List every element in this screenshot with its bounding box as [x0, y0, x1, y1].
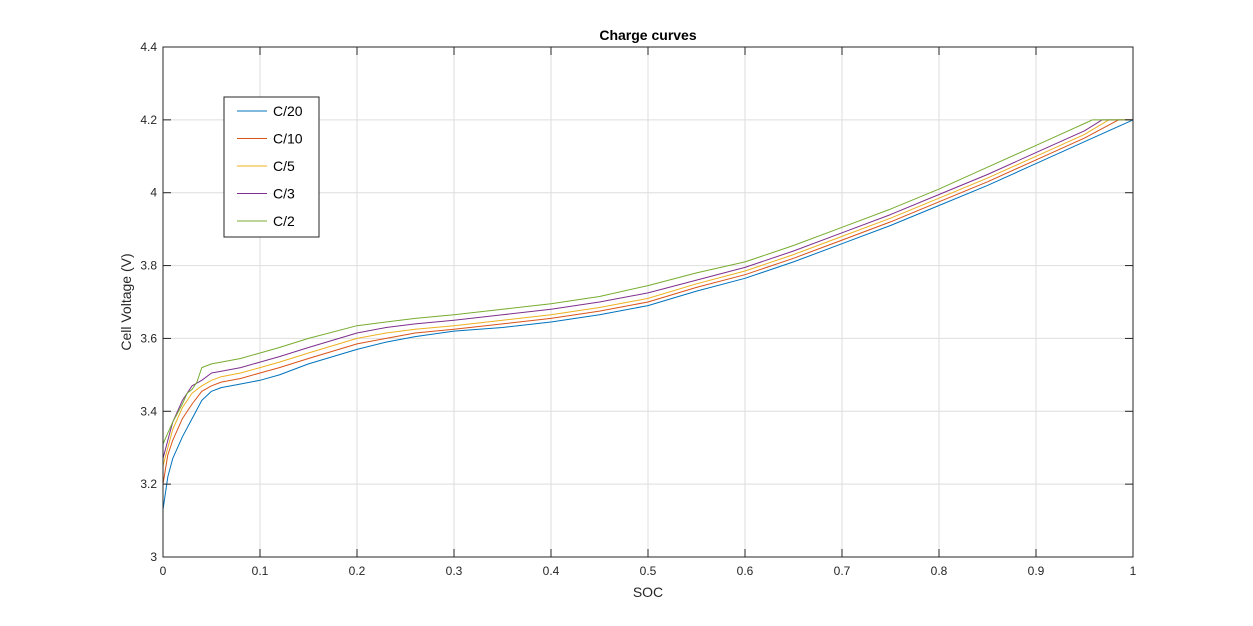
legend-label: C/10: [273, 131, 303, 147]
x-tick-label: 0: [160, 564, 167, 578]
y-tick-label: 3.2: [140, 477, 157, 491]
y-axis-label: Cell Voltage (V): [118, 253, 134, 350]
series-line: [162, 119, 1133, 445]
series-line: [162, 119, 1133, 459]
x-tick-label: 0.3: [446, 564, 463, 578]
x-tick-label: 0.4: [543, 564, 560, 578]
y-tick-label: 3.8: [140, 259, 157, 273]
legend-label: C/20: [273, 103, 303, 119]
legend: C/20 C/10 C/5 C/3 C/2: [223, 96, 320, 238]
legend-box: [223, 96, 320, 238]
x-tick-label: 0.5: [640, 564, 657, 578]
tick-labels: 0 0.1 0.2 0.3 0.4 0.5 0.6 0.7 0.8 0.9 1 3 3.2 3.4 3.6 3…: [140, 40, 1136, 578]
y-tick-label: 4.4: [140, 40, 157, 54]
series-line: [162, 119, 1133, 467]
x-tick-label: 1: [1130, 564, 1137, 578]
series-group: [162, 119, 1134, 510]
x-tick-label: 0.7: [834, 564, 851, 578]
series-line: [162, 119, 1134, 510]
y-tick-label: 3.4: [140, 404, 157, 418]
y-tick-label: 4: [150, 186, 157, 200]
chart-title: Charge curves: [599, 27, 696, 43]
x-tick-label: 0.8: [931, 564, 948, 578]
x-axis-label: SOC: [633, 584, 663, 600]
x-tick-label: 0.1: [252, 564, 269, 578]
y-tick-label: 4.2: [140, 113, 157, 127]
legend-label: C/2: [273, 213, 295, 229]
legend-label: C/5: [273, 158, 295, 174]
x-tick-label: 0.6: [737, 564, 754, 578]
x-tick-label: 0.2: [349, 564, 366, 578]
y-tick-label: 3: [150, 550, 157, 564]
x-tick-label: 0.9: [1028, 564, 1045, 578]
series-line: [162, 119, 1133, 485]
y-tick-label: 3.6: [140, 331, 157, 345]
ticks: [162, 46, 1134, 558]
legend-label: C/3: [273, 186, 295, 202]
